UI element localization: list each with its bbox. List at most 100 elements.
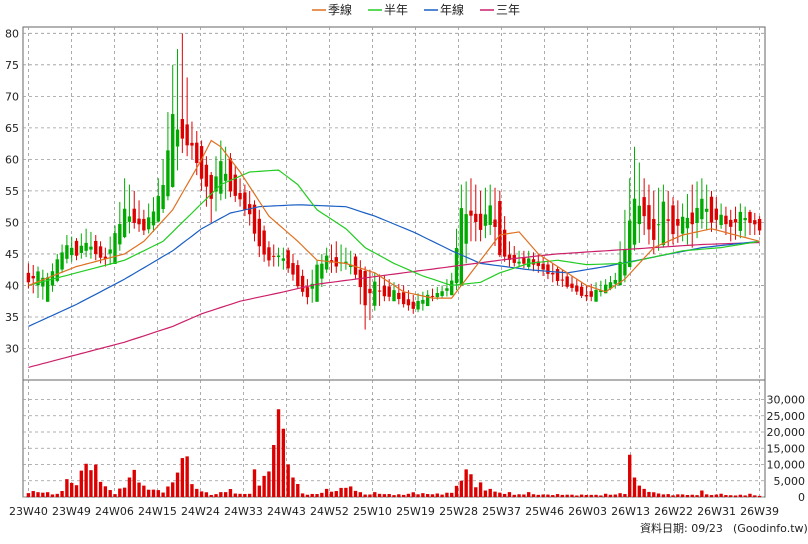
- volume-bar: [281, 428, 286, 497]
- candle-body: [748, 211, 752, 223]
- volume-y-tick-label: 25,000: [767, 410, 806, 423]
- candle-body: [656, 224, 661, 226]
- x-tick-label: 24W33: [224, 505, 263, 518]
- volume-bar: [652, 492, 656, 497]
- candle-body: [652, 218, 656, 240]
- volume-bar: [531, 494, 536, 497]
- candle-body: [690, 212, 694, 225]
- candle-body: [671, 205, 675, 235]
- candle-body: [642, 197, 646, 217]
- volume-bar: [565, 494, 569, 497]
- volume-bar: [493, 491, 497, 497]
- candle-body: [45, 277, 50, 302]
- candle-body: [219, 161, 223, 194]
- volume-bar: [522, 494, 526, 497]
- candle-body: [26, 272, 31, 283]
- volume-bar: [305, 494, 310, 497]
- volume-bar: [411, 492, 415, 497]
- volume-bar: [757, 495, 762, 497]
- volume-panel: 30,000 25,000 20,000 15,000 10,000 5,000 0: [22, 379, 806, 504]
- price-y-tick-label: 70: [5, 90, 19, 103]
- volume-bar: [238, 493, 242, 497]
- candle-body: [704, 208, 709, 212]
- legend-label: 半年: [384, 3, 408, 17]
- candle-body: [676, 218, 680, 226]
- candle-body: [132, 208, 136, 223]
- volume-bar: [680, 494, 685, 497]
- volume-bar: [171, 482, 175, 497]
- candle-body: [89, 246, 93, 250]
- volume-bar: [286, 464, 290, 497]
- candle-body: [714, 208, 718, 220]
- volume-bar: [647, 491, 651, 497]
- volume-bar: [560, 494, 565, 497]
- volume-bar: [421, 493, 425, 497]
- x-tick-label: 23W40: [9, 505, 48, 518]
- volume-bar: [180, 458, 185, 497]
- volume-bar: [671, 495, 675, 497]
- candle-body: [493, 219, 497, 227]
- volume-bar: [79, 470, 84, 497]
- candle-body: [608, 282, 613, 289]
- candle-body: [228, 158, 233, 192]
- candle-body: [594, 289, 598, 302]
- volume-bar: [146, 489, 151, 497]
- volume-bar: [613, 494, 617, 497]
- candle-body: [315, 264, 319, 302]
- x-tick-label: 26W03: [568, 505, 607, 518]
- candle-body: [368, 288, 372, 294]
- volume-bar: [690, 494, 694, 497]
- volume-bar: [656, 493, 661, 497]
- volume-bar: [320, 492, 324, 497]
- candle-body: [70, 247, 74, 256]
- candle-body: [363, 271, 367, 306]
- data-source-label: (Goodinfo.tw): [733, 522, 808, 535]
- volume-bar: [74, 485, 79, 497]
- candle-body: [36, 271, 40, 286]
- x-tick-label: 24W52: [310, 505, 349, 518]
- volume-bar: [637, 485, 642, 497]
- volume-bar: [166, 486, 170, 497]
- candle-body: [729, 219, 733, 227]
- volume-bar: [464, 469, 468, 497]
- candle-body: [445, 288, 449, 291]
- price-panel-frame: [22, 26, 766, 381]
- candle-body: [233, 174, 237, 196]
- volume-bar: [474, 487, 478, 497]
- volume-bar: [575, 495, 579, 497]
- volume-y-tick-label: 0: [798, 491, 805, 504]
- candle-body: [257, 218, 261, 247]
- candle-body: [238, 192, 242, 200]
- candle-body: [344, 261, 348, 264]
- ma-quarter-line: [28, 139, 760, 299]
- price-y-tick-label: 75: [5, 59, 19, 72]
- volume-bar: [724, 495, 728, 497]
- legend-label: 三年: [496, 3, 520, 17]
- candle-body: [252, 204, 257, 234]
- x-tick-label: 24W43: [267, 505, 306, 518]
- candle-body: [272, 255, 276, 257]
- candle-body: [695, 207, 699, 224]
- candle-body: [603, 284, 608, 294]
- legend-label: 年線: [440, 2, 464, 17]
- legend-label: 季線: [328, 2, 352, 17]
- volume-bar: [527, 492, 531, 497]
- candle-body: [98, 246, 103, 258]
- candle-body: [488, 205, 492, 225]
- candle-body: [474, 213, 478, 222]
- volume-bar: [113, 494, 117, 497]
- candle-body: [108, 249, 112, 254]
- candle-body: [146, 217, 151, 230]
- candle-body: [531, 259, 536, 265]
- candle-body: [411, 301, 415, 309]
- candle-body: [243, 192, 247, 210]
- candle-body: [536, 261, 540, 266]
- volume-bar: [502, 493, 507, 497]
- volume-bar: [324, 488, 329, 497]
- volume-bar: [103, 486, 108, 497]
- volume-bar: [248, 493, 252, 497]
- volume-bar: [204, 492, 209, 497]
- x-tick-label: 25W46: [525, 505, 564, 518]
- volume-bar: [666, 494, 670, 497]
- volume-bar: [589, 494, 593, 497]
